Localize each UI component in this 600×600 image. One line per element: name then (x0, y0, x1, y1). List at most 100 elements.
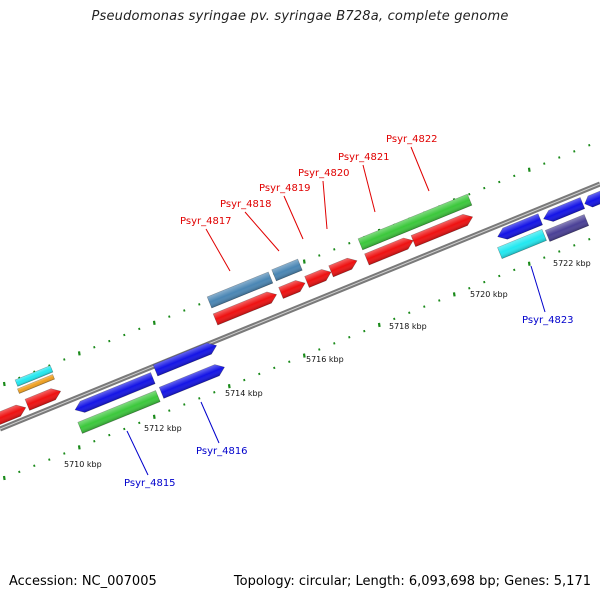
lower-tick (77, 445, 81, 450)
gene-psyr-4817[interactable] (206, 271, 274, 309)
gene-label-psyr-4822[interactable]: Psyr_4822 (386, 134, 438, 145)
upper-tick (318, 254, 321, 257)
lower-tick (2, 475, 6, 481)
gene-red[interactable] (24, 386, 63, 411)
gene-psyr-4816[interactable] (158, 362, 226, 399)
lower-tick (183, 403, 186, 406)
gene-psyr-4823[interactable] (497, 228, 547, 260)
upper-tick (558, 156, 561, 159)
lower-tick (108, 433, 111, 437)
gene-track (0, 190, 600, 434)
gene-cyan[interactable] (14, 365, 54, 387)
upper-tick-track (2, 144, 591, 387)
gene-psyr-4822[interactable] (357, 193, 473, 251)
upper-tick (498, 180, 501, 184)
upper-tick (483, 186, 486, 190)
upper-tick (543, 162, 546, 165)
callout-line (362, 164, 376, 213)
gene-blue[interactable] (541, 197, 586, 225)
lower-tick (423, 305, 426, 308)
callout-line (205, 228, 231, 272)
lower-tick (498, 274, 501, 278)
scale-label-5720: 5720 kbp (470, 290, 508, 299)
upper-tick (93, 346, 96, 349)
lower-tick (483, 280, 486, 284)
gene-label-psyr-4815[interactable]: Psyr_4815 (124, 478, 176, 489)
lower-tick (393, 317, 396, 321)
scale-label-5718: 5718 kbp (389, 322, 427, 331)
upper-tick (198, 303, 201, 306)
lower-tick (527, 261, 531, 266)
gene-green[interactable] (77, 390, 161, 434)
lower-tick (438, 299, 441, 302)
callout-line (283, 195, 304, 240)
lower-tick (48, 458, 51, 461)
lower-tick (227, 384, 231, 389)
lower-tick (333, 342, 336, 345)
lower-tick (213, 391, 216, 394)
lower-tick-track (2, 238, 591, 481)
lower-tick (468, 286, 471, 290)
lower-tick (588, 238, 591, 241)
upper-tick (63, 358, 66, 361)
callout-line (410, 146, 430, 192)
gene-label-psyr-4817[interactable]: Psyr_4817 (180, 216, 232, 227)
lower-tick (318, 348, 321, 351)
gene-blue[interactable] (495, 213, 543, 242)
gene-psyr-4821[interactable] (328, 255, 359, 278)
lower-tick (377, 322, 381, 328)
lower-tick (138, 421, 141, 425)
upper-tick (138, 327, 141, 331)
gene-label-psyr-4816[interactable]: Psyr_4816 (196, 446, 248, 457)
upper-tick (513, 174, 516, 178)
gene-red[interactable] (212, 289, 279, 326)
lower-tick (273, 366, 276, 370)
dna-backbone (0, 181, 600, 432)
lower-tick (93, 440, 96, 443)
upper-tick (108, 339, 111, 343)
gene-purple[interactable] (544, 214, 590, 242)
callout-lines (126, 146, 546, 476)
lower-tick (573, 244, 576, 247)
callout-line (126, 430, 149, 476)
upper-tick (123, 333, 126, 337)
lower-tick (302, 353, 306, 358)
gene-psyr-4819[interactable] (278, 278, 308, 299)
upper-tick (527, 167, 531, 172)
lower-tick (408, 311, 411, 314)
callout-line (530, 265, 546, 313)
accession-text: Accession: NC_007005 (9, 574, 157, 589)
lower-tick (63, 452, 66, 455)
upper-tick (333, 248, 336, 251)
gene-red[interactable] (410, 211, 475, 248)
scale-label-5716: 5716 kbp (306, 355, 344, 364)
lower-tick (543, 256, 546, 259)
scale-label-5712: 5712 kbp (144, 424, 182, 433)
gene-label-psyr-4820[interactable]: Psyr_4820 (298, 168, 350, 179)
gene-psyr-4818[interactable] (271, 258, 303, 282)
gene-label-psyr-4821[interactable]: Psyr_4821 (338, 152, 390, 163)
gene-psyr-4820[interactable] (304, 267, 334, 288)
callout-line (200, 401, 220, 444)
lower-tick (152, 414, 156, 419)
gene-psyr-4815[interactable] (73, 372, 156, 416)
gene-label-psyr-4819[interactable]: Psyr_4819 (259, 183, 311, 194)
gene-orange[interactable] (17, 374, 55, 394)
lower-tick (123, 427, 126, 431)
lower-tick (18, 470, 21, 474)
scale-label-5714: 5714 kbp (225, 389, 263, 398)
lower-tick (33, 464, 36, 468)
gene-blue[interactable] (152, 340, 219, 377)
gene-blue[interactable] (582, 190, 600, 210)
genome-summary-text: Topology: circular; Length: 6,093,698 bp… (233, 574, 591, 589)
upper-tick (152, 320, 156, 325)
upper-tick (348, 241, 351, 245)
gene-red[interactable] (364, 235, 416, 266)
lower-tick (168, 409, 171, 412)
upper-tick (588, 144, 591, 147)
gene-label-psyr-4823[interactable]: Psyr_4823 (522, 315, 574, 326)
gene-red[interactable] (0, 402, 28, 427)
gene-label-psyr-4818[interactable]: Psyr_4818 (220, 199, 272, 210)
lower-tick (258, 372, 261, 376)
